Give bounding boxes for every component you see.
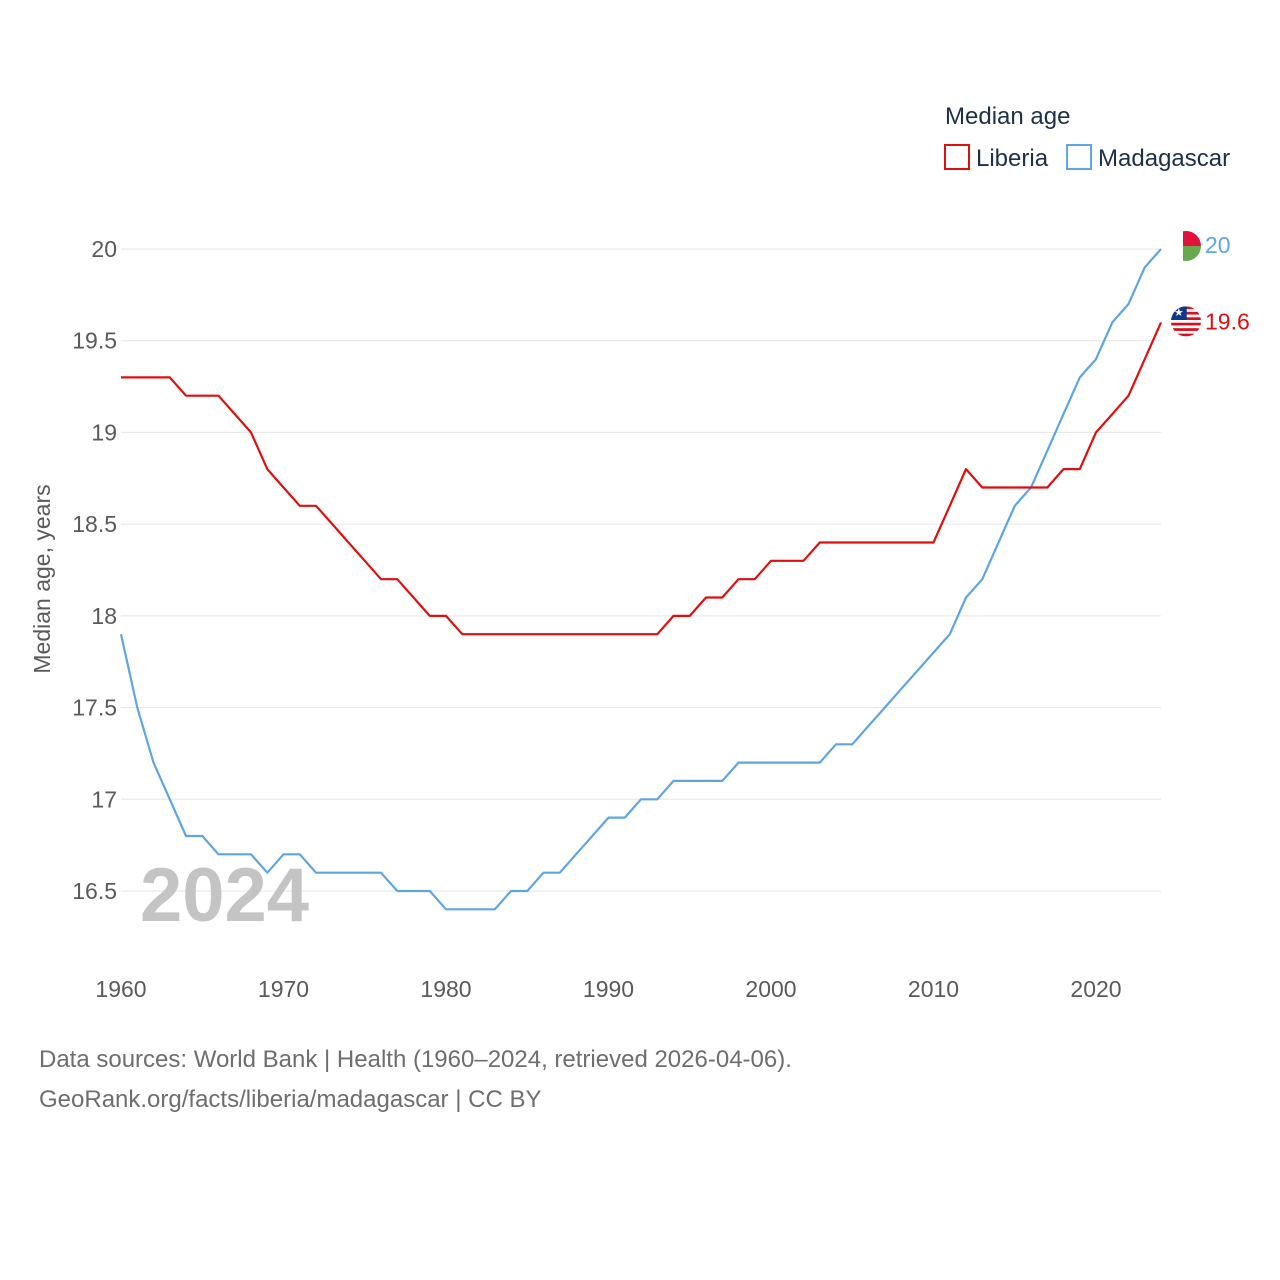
y-tick-label: 18 bbox=[91, 603, 117, 629]
x-tick-label: 1970 bbox=[258, 976, 309, 1002]
y-tick-label: 17 bbox=[91, 786, 117, 812]
series-lines bbox=[119, 248, 1163, 911]
y-tick-label: 19 bbox=[91, 419, 117, 445]
y-tick-label: 19.5 bbox=[72, 328, 117, 354]
series-line-liberia[interactable] bbox=[121, 321, 1163, 636]
x-tick-label: 1960 bbox=[95, 976, 146, 1002]
y-axis-ticks: 16.5 17 17.5 18 18.5 19 19.5 20 bbox=[72, 236, 117, 904]
line-chart: 16.5 17 17.5 18 18.5 19 19.5 20 1960 1970 1980 199… bbox=[29, 103, 1250, 1002]
legend-label: Liberia bbox=[976, 145, 1049, 172]
year-overlay: 2024 bbox=[140, 853, 309, 938]
footer: Data sources: World Bank | Health (1960–… bbox=[39, 1040, 792, 1120]
y-tick-label: 20 bbox=[91, 236, 117, 262]
x-axis-ticks: 1960 1970 1980 1990 2000 2010 2020 bbox=[95, 976, 1121, 1002]
attribution-link[interactable]: GeoRank.org/facts/liberia/madagascar | C… bbox=[39, 1086, 542, 1113]
legend-swatch bbox=[944, 144, 970, 170]
x-tick-label: 2010 bbox=[908, 976, 959, 1002]
legend-swatch bbox=[1066, 144, 1093, 170]
legend-title: Median age bbox=[945, 103, 1070, 130]
gridlines bbox=[121, 248, 1161, 892]
svg-text:★: ★ bbox=[1174, 306, 1184, 319]
end-value-liberia: 19.6 bbox=[1205, 308, 1250, 334]
legend-label: Madagascar bbox=[1098, 145, 1230, 172]
source-note: Data sources: World Bank | Health (1960–… bbox=[39, 1046, 792, 1073]
legend-item-liberia[interactable]: Liberia bbox=[944, 144, 1049, 172]
end-labels: ★ 19.6 20 bbox=[1171, 231, 1250, 337]
end-value-madagascar: 20 bbox=[1205, 232, 1231, 258]
x-tick-label: 1990 bbox=[583, 976, 634, 1002]
y-tick-label: 18.5 bbox=[72, 511, 117, 537]
y-tick-label: 16.5 bbox=[72, 878, 117, 904]
legend[interactable]: Liberia Madagascar bbox=[944, 144, 1230, 172]
series-line-madagascar[interactable] bbox=[119, 248, 1162, 911]
liberia-flag-icon: ★ bbox=[1171, 306, 1201, 337]
madagascar-flag-icon bbox=[1171, 231, 1201, 261]
x-tick-label: 1980 bbox=[420, 976, 471, 1002]
x-tick-label: 2000 bbox=[745, 976, 796, 1002]
y-tick-label: 17.5 bbox=[72, 695, 117, 721]
y-axis-title: Median age, years bbox=[29, 484, 55, 673]
x-tick-label: 2020 bbox=[1070, 976, 1121, 1002]
legend-item-madagascar[interactable]: Madagascar bbox=[1066, 144, 1230, 172]
